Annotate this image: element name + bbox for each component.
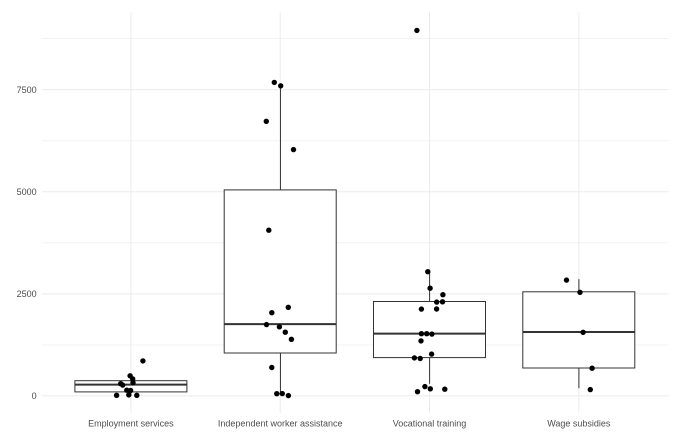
svg-text:5000: 5000 bbox=[17, 187, 37, 197]
svg-text:Wage subsidies: Wage subsidies bbox=[547, 419, 611, 429]
svg-text:Vocational training: Vocational training bbox=[393, 419, 467, 429]
svg-text:0: 0 bbox=[32, 391, 37, 401]
svg-text:2500: 2500 bbox=[17, 289, 37, 299]
svg-text:Employment services: Employment services bbox=[88, 419, 174, 429]
svg-text:Independent worker assistance: Independent worker assistance bbox=[218, 419, 343, 429]
svg-text:7500: 7500 bbox=[17, 85, 37, 95]
